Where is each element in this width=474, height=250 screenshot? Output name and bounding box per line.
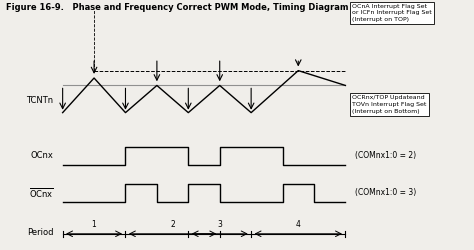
Text: OCnA Interrupt Flag Set
or ICFn Interrupt Flag Set
(Interrupt on TOP): OCnA Interrupt Flag Set or ICFn Interrup… <box>353 4 432 22</box>
Text: TCNTn: TCNTn <box>26 96 53 105</box>
Text: $\overline{\mathrm{OCnx}}$: $\overline{\mathrm{OCnx}}$ <box>28 186 53 200</box>
Text: (COMnx1:0 = 2): (COMnx1:0 = 2) <box>355 152 416 160</box>
Text: OCnx: OCnx <box>30 152 53 160</box>
Text: Figure 16-9.   Phase and Frequency Correct PWM Mode, Timing Diagram: Figure 16-9. Phase and Frequency Correct… <box>6 2 348 12</box>
Text: (COMnx1:0 = 3): (COMnx1:0 = 3) <box>355 188 416 198</box>
Text: 1: 1 <box>91 220 96 229</box>
Text: Period: Period <box>27 228 53 237</box>
Text: 2: 2 <box>170 220 175 229</box>
Text: 3: 3 <box>217 220 222 229</box>
Text: OCRnx/TOP Updateand
TOVn Interrupt Flag Set
(Interrupt on Bottom): OCRnx/TOP Updateand TOVn Interrupt Flag … <box>353 95 427 114</box>
Text: 4: 4 <box>296 220 301 229</box>
